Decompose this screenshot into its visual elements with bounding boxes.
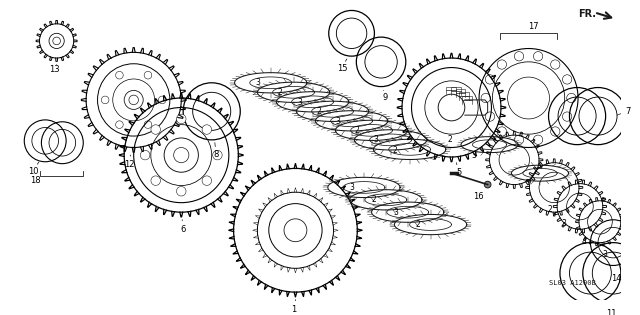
Text: 2: 2 xyxy=(278,88,283,97)
Text: 12: 12 xyxy=(124,160,134,169)
Circle shape xyxy=(101,96,109,104)
Text: 8: 8 xyxy=(214,150,219,159)
Text: FR.: FR. xyxy=(578,9,596,19)
Circle shape xyxy=(177,186,186,196)
Text: 3: 3 xyxy=(561,219,566,228)
Text: 9: 9 xyxy=(382,93,387,101)
Text: 17: 17 xyxy=(528,22,539,31)
Text: 16: 16 xyxy=(473,192,483,202)
Circle shape xyxy=(140,150,150,160)
Circle shape xyxy=(144,121,152,129)
Text: 10: 10 xyxy=(29,167,39,176)
Text: 13: 13 xyxy=(49,65,60,74)
Text: 5: 5 xyxy=(456,168,461,177)
Text: 1: 1 xyxy=(291,305,296,314)
Text: 3: 3 xyxy=(472,151,477,160)
Circle shape xyxy=(202,125,212,134)
Text: 3: 3 xyxy=(256,78,260,87)
Text: 11: 11 xyxy=(606,308,616,315)
Text: 3: 3 xyxy=(336,117,340,126)
Text: 2: 2 xyxy=(317,107,322,116)
Circle shape xyxy=(116,72,124,79)
Text: 2: 2 xyxy=(371,195,376,204)
Text: SL03 A1200B: SL03 A1200B xyxy=(550,280,596,286)
Circle shape xyxy=(177,114,186,124)
Circle shape xyxy=(202,176,212,186)
Text: 18: 18 xyxy=(30,176,41,185)
Text: 3: 3 xyxy=(349,183,354,192)
Text: 14: 14 xyxy=(611,274,621,283)
Text: 7: 7 xyxy=(626,107,631,116)
Text: 2: 2 xyxy=(547,205,552,214)
Text: 2: 2 xyxy=(447,135,452,144)
Text: 3: 3 xyxy=(393,208,398,217)
Circle shape xyxy=(151,125,161,134)
Circle shape xyxy=(116,121,124,129)
Text: 3: 3 xyxy=(298,98,303,107)
Text: 15: 15 xyxy=(337,64,348,73)
Circle shape xyxy=(484,181,491,188)
Circle shape xyxy=(151,176,161,186)
Text: 2: 2 xyxy=(416,220,420,229)
Text: 2: 2 xyxy=(355,126,360,135)
Circle shape xyxy=(144,72,152,79)
Circle shape xyxy=(159,96,166,104)
Circle shape xyxy=(212,150,222,160)
Text: 6: 6 xyxy=(180,225,186,234)
Text: 4: 4 xyxy=(582,237,588,246)
Text: 2: 2 xyxy=(393,146,397,155)
Text: 3: 3 xyxy=(602,250,607,260)
Text: 3: 3 xyxy=(374,135,379,144)
